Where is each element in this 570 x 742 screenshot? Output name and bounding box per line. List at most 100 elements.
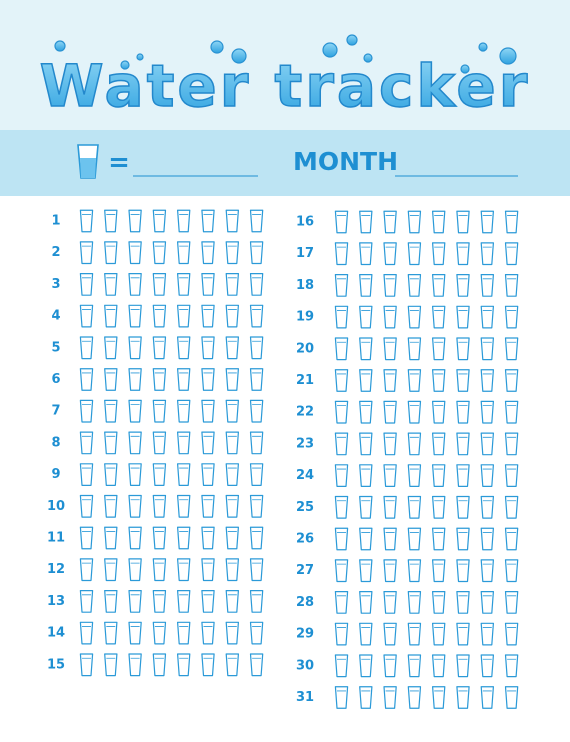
glass <box>383 464 397 488</box>
day-number: 24 <box>296 468 314 483</box>
glass <box>104 304 118 328</box>
day-number: 19 <box>296 310 314 325</box>
glass <box>456 495 470 519</box>
glass <box>359 622 373 646</box>
glass <box>359 273 373 297</box>
glass <box>431 527 446 551</box>
glass <box>128 526 142 550</box>
glass <box>152 272 167 296</box>
glass <box>225 209 240 233</box>
glass <box>176 336 191 360</box>
glass <box>359 495 373 519</box>
month-label: MONTH <box>293 147 398 176</box>
glass <box>128 621 142 645</box>
glass <box>79 368 94 391</box>
glass <box>359 305 373 329</box>
glass <box>456 305 470 329</box>
glass <box>431 686 446 709</box>
glass <box>152 558 167 582</box>
glass <box>407 495 422 519</box>
glass <box>176 621 191 645</box>
glass <box>334 305 349 329</box>
glass <box>456 527 470 551</box>
glass <box>201 241 215 265</box>
glass <box>334 273 349 297</box>
glass <box>407 432 422 456</box>
glass <box>504 400 519 424</box>
title-bubbles <box>54 34 517 74</box>
glass <box>104 431 118 455</box>
glass <box>431 654 446 678</box>
glass <box>249 463 264 487</box>
glass <box>249 558 264 582</box>
glass <box>176 526 191 550</box>
day-number: 11 <box>47 531 65 546</box>
glass <box>383 305 397 329</box>
glass <box>79 336 94 360</box>
glass <box>249 653 264 677</box>
glass <box>225 241 240 265</box>
glass <box>383 273 397 297</box>
glass <box>201 304 215 328</box>
glass <box>128 431 142 455</box>
glass <box>480 622 495 646</box>
glass <box>176 463 191 487</box>
glass <box>334 210 349 234</box>
glass <box>359 590 373 614</box>
glass <box>152 431 167 455</box>
glass <box>201 494 215 518</box>
glass <box>407 654 422 678</box>
glass <box>456 369 470 392</box>
glass <box>152 399 167 423</box>
glass <box>407 622 422 646</box>
glass <box>407 305 422 329</box>
glass <box>225 589 240 613</box>
day-number: 8 <box>51 435 60 450</box>
glass <box>407 337 422 361</box>
day-number: 6 <box>51 372 60 387</box>
glass <box>225 368 240 391</box>
glass <box>128 589 142 613</box>
glass <box>383 400 397 424</box>
glass <box>359 432 373 456</box>
glass <box>480 559 495 583</box>
day-number: 25 <box>296 500 314 515</box>
glass <box>480 210 495 234</box>
glass <box>201 368 215 391</box>
glass <box>383 622 397 646</box>
day-number: 17 <box>296 246 314 261</box>
glass <box>176 272 191 296</box>
glass <box>128 368 142 391</box>
glass <box>334 622 349 646</box>
glass <box>249 272 264 296</box>
day-number: 28 <box>296 595 314 610</box>
glass <box>201 272 215 296</box>
glass <box>104 241 118 265</box>
header-band <box>0 0 570 130</box>
day-number: 31 <box>296 690 314 705</box>
glass <box>431 337 446 361</box>
glass <box>128 272 142 296</box>
day-number: 4 <box>51 309 60 324</box>
day-number: 7 <box>51 404 60 419</box>
glass <box>104 368 118 391</box>
glass <box>201 463 215 487</box>
day-number: 22 <box>296 405 314 420</box>
glass <box>79 463 94 487</box>
day-number: 1 <box>51 214 60 229</box>
glass <box>128 304 142 328</box>
glass <box>249 621 264 645</box>
glass <box>201 589 215 613</box>
day-number: 15 <box>47 657 65 672</box>
glass <box>201 431 215 455</box>
glass <box>504 686 519 709</box>
glass <box>456 432 470 456</box>
glass <box>104 463 118 487</box>
glass <box>504 369 519 392</box>
glass <box>334 654 349 678</box>
glass <box>504 622 519 646</box>
glass <box>407 210 422 234</box>
glass <box>480 527 495 551</box>
glass <box>152 526 167 550</box>
